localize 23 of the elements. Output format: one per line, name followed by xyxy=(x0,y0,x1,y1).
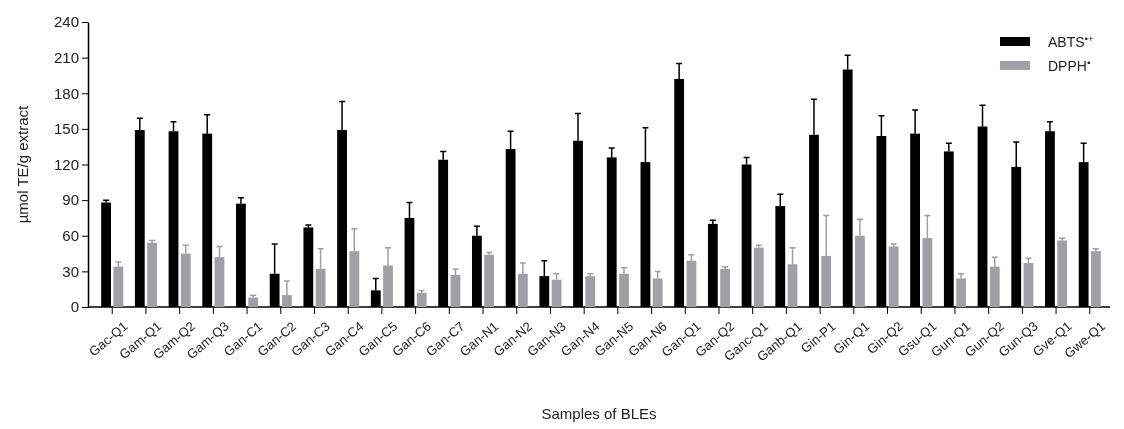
bar xyxy=(147,242,157,307)
bar xyxy=(585,276,596,307)
bar xyxy=(1057,240,1068,307)
y-tick-label: 90 xyxy=(62,191,79,209)
bar xyxy=(720,269,731,307)
bar xyxy=(484,254,495,307)
y-tick-label: 120 xyxy=(53,155,79,173)
bar xyxy=(1091,251,1101,307)
y-tick-label: 150 xyxy=(53,120,79,138)
x-axis-title: Samples of BLEs xyxy=(541,405,657,422)
bar xyxy=(753,247,764,307)
y-axis-title: µmol TE/g extract xyxy=(14,104,31,224)
y-tick-label: 210 xyxy=(53,48,79,66)
y-tick-label: 0 xyxy=(70,298,79,316)
y-tick-label: 180 xyxy=(53,84,79,102)
legend-label: ABTS$^{•+}$ xyxy=(1048,32,1095,50)
legend-label: DPPH$^{•}$ xyxy=(1048,56,1091,74)
bar xyxy=(248,297,259,307)
y-tick-label: 240 xyxy=(53,13,79,31)
bar xyxy=(888,246,899,307)
bar xyxy=(416,292,427,307)
y-tick-label: 60 xyxy=(62,227,79,245)
y-tick-label: 30 xyxy=(62,262,79,280)
